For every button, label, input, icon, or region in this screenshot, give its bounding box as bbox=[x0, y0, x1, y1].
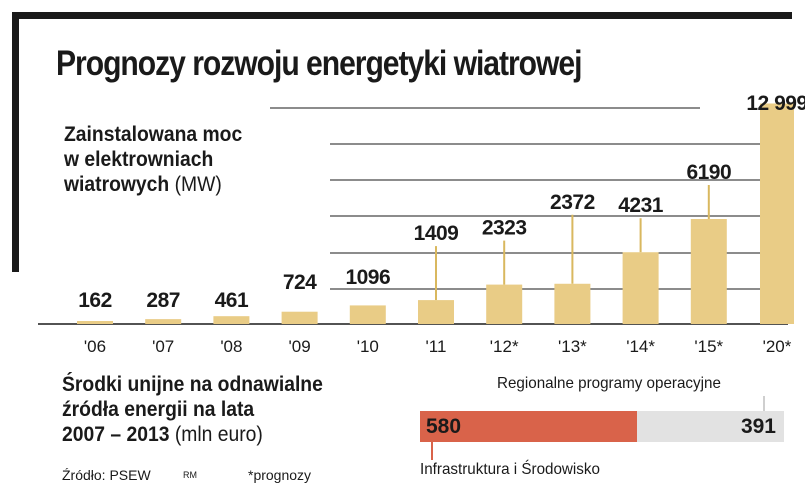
value-label-3: 724 bbox=[283, 271, 317, 294]
x-tick-label-5: '11 bbox=[426, 337, 447, 356]
value-label-0: 162 bbox=[78, 289, 112, 312]
bar-10 bbox=[760, 103, 794, 324]
wind-capacity-bar-chart: 162 287 461 724 1096 1409 2323 2372 4231 6190 12 9… bbox=[38, 92, 805, 356]
value-label-5: 1409 bbox=[414, 222, 459, 245]
x-tick-label-3: '09 bbox=[289, 337, 311, 356]
value-label-2: 461 bbox=[215, 289, 249, 312]
bar-5 bbox=[418, 300, 454, 324]
funds-years: 2007 – 2013 bbox=[62, 423, 170, 446]
rpo-legend-label: Regionalne programy operacyjne bbox=[497, 375, 721, 392]
subtitle-line-3-bold: wiatrowych bbox=[64, 173, 170, 196]
value-label-8: 4231 bbox=[618, 194, 664, 217]
funds-title-line-1: Środki unijne na odnawialne bbox=[62, 373, 323, 396]
funds-stacked-bar: 580 391 bbox=[420, 411, 784, 442]
value-label-layer: 162 287 461 724 1096 1409 2323 2372 4231 6190 12 9… bbox=[78, 92, 805, 312]
x-tick-label-4: '10 bbox=[357, 337, 379, 356]
page-title: Prognozy rozwoju energetyki wiatrowej bbox=[56, 44, 582, 83]
infra-leader-tick bbox=[431, 442, 433, 460]
x-tick-label-8: '14* bbox=[626, 337, 655, 356]
x-tick-label-1: '07 bbox=[152, 337, 174, 356]
chart-subtitle: Zainstalowana moc w elektrowniach wiatro… bbox=[64, 122, 242, 197]
x-tick-label-0: '06 bbox=[84, 337, 106, 356]
x-tick-label-10: '20* bbox=[763, 337, 792, 356]
frame-top-border bbox=[12, 12, 792, 19]
bar-2 bbox=[213, 316, 250, 324]
funds-unit: (mln euro) bbox=[174, 423, 263, 446]
bar-7 bbox=[554, 283, 591, 324]
bar-3 bbox=[281, 311, 318, 324]
bar-layer bbox=[77, 103, 794, 324]
rpo-leader-tick bbox=[763, 396, 765, 411]
bar-6 bbox=[486, 284, 523, 324]
leader-line-layer bbox=[435, 184, 710, 301]
value-label-9: 6190 bbox=[686, 161, 731, 184]
bar-9 bbox=[690, 218, 727, 324]
bar-8 bbox=[622, 252, 659, 324]
source-note: Źródło: PSEW bbox=[62, 467, 151, 483]
frame-left-border bbox=[12, 12, 19, 272]
rpo-segment: 391 bbox=[637, 411, 784, 442]
x-tick-label-6: '12* bbox=[490, 337, 519, 356]
value-label-4: 1096 bbox=[345, 266, 390, 289]
funds-title-line-3: 2007 – 2013 (mln euro) bbox=[62, 422, 323, 447]
subtitle-line-3: wiatrowych (MW) bbox=[64, 172, 242, 197]
bar-4 bbox=[349, 305, 386, 324]
x-tick-label-2: '08 bbox=[220, 337, 242, 356]
author-initials: RM bbox=[183, 470, 197, 480]
x-tick-label-7: '13* bbox=[558, 337, 587, 356]
bar-1 bbox=[145, 319, 182, 324]
subtitle-line-1: Zainstalowana moc bbox=[64, 123, 243, 146]
x-tick-label-9: '15* bbox=[694, 337, 723, 356]
bar-0 bbox=[77, 321, 113, 324]
funds-title: Środki unijne na odnawialne źródła energ… bbox=[62, 372, 323, 447]
infra-value-label: 580 bbox=[426, 415, 462, 438]
value-label-7: 2372 bbox=[550, 191, 595, 214]
x-tick-label-layer: '06 '07 '08 '09 '10 '11 '12* '13* '14* '15* '20* bbox=[84, 337, 792, 356]
forecast-note: *prognozy bbox=[248, 467, 312, 483]
infra-segment: 580 bbox=[420, 411, 637, 442]
rpo-value-label: 391 bbox=[740, 415, 776, 438]
subtitle-line-2: w elektrowniach bbox=[64, 148, 214, 171]
value-label-1: 287 bbox=[146, 289, 180, 312]
value-label-6: 2323 bbox=[482, 217, 527, 240]
funds-title-line-2: źródła energii na lata bbox=[62, 398, 255, 421]
value-label-10: 12 999 bbox=[746, 92, 805, 115]
subtitle-unit: (MW) bbox=[174, 173, 222, 196]
infra-legend-label: Infrastruktura i Środowisko bbox=[420, 461, 600, 478]
